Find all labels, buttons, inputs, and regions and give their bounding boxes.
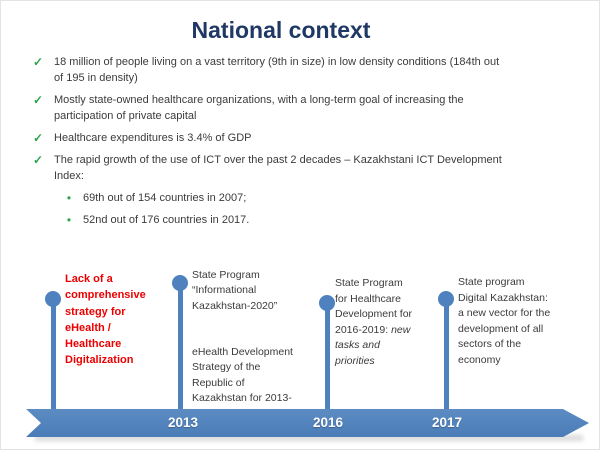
timeline-arrow-shadow — [35, 435, 583, 441]
year-label-2017: 2017 — [431, 415, 463, 430]
milestone-paragraph: eHealth Development Strategy of the Repu… — [192, 345, 293, 420]
bullet-text: Mostly state-owned healthcare organizati… — [54, 94, 464, 122]
bullet-item: ✓ Mostly state-owned healthcare organiza… — [31, 92, 579, 124]
sub-bullet-text: 52nd out of 176 countries in 2017. — [83, 214, 250, 226]
checkmark-icon: ✓ — [32, 153, 44, 167]
timeline-arrow: 2013 2016 2017 — [26, 409, 589, 437]
bullet-text: Healthcare expenditures is 3.4% of GDP — [54, 132, 252, 144]
milestone-connector — [51, 299, 56, 411]
checkmark-icon: ✓ — [32, 55, 44, 69]
year-label-2016: 2016 — [312, 415, 344, 430]
milestone-text-normal: State Program for Healthcare Development… — [335, 277, 413, 336]
milestone-marker-icon — [45, 291, 61, 307]
milestone-connector — [444, 299, 449, 411]
milestone-text-italic: new tasks and priorities — [335, 323, 411, 367]
milestone-marker-icon — [438, 291, 454, 307]
milestone-paragraph: State Program “Informational Kazakhstan-… — [192, 268, 278, 312]
bullet-item: ✓ The rapid growth of the use of ICT ove… — [31, 152, 579, 184]
checkmark-icon: ✓ — [32, 131, 44, 145]
sub-bullet-list: • 69th out of 154 countries in 2007; • 5… — [65, 190, 579, 228]
milestone-text-gap-statement: Lack of a comprehensive strategy for eHe… — [65, 273, 146, 367]
year-label-2013: 2013 — [167, 415, 199, 430]
sub-bullet-item: • 69th out of 154 countries in 2007; — [65, 190, 579, 206]
dot-bullet-icon: • — [66, 191, 72, 205]
sub-bullet-item: • 52nd out of 176 countries in 2017. — [65, 212, 579, 228]
milestone-text-2013: State Program “Informational Kazakhstan-… — [192, 252, 310, 438]
bullet-list: ✓ 18 million of people living on a vast … — [31, 54, 579, 234]
checkmark-icon: ✓ — [32, 93, 44, 107]
sub-bullet-text: 69th out of 154 countries in 2007; — [83, 192, 247, 204]
dot-bullet-icon: • — [66, 213, 72, 227]
bullet-text: The rapid growth of the use of ICT over … — [54, 154, 502, 182]
slide-title: National context — [191, 17, 371, 43]
milestone-connector — [325, 303, 330, 411]
milestone-marker-icon — [319, 295, 335, 311]
bullet-item: ✓ 18 million of people living on a vast … — [31, 54, 579, 86]
bullet-text: 18 million of people living on a vast te… — [54, 56, 500, 84]
milestone-connector — [178, 283, 183, 411]
milestone-text-2017: State program Digital Kazakhstan: a new … — [458, 276, 551, 366]
milestone-text-2016: State Program for Healthcare Development… — [335, 276, 435, 369]
milestone-marker-icon — [172, 275, 188, 291]
bullet-item: ✓ Healthcare expenditures is 3.4% of GDP — [31, 130, 579, 146]
